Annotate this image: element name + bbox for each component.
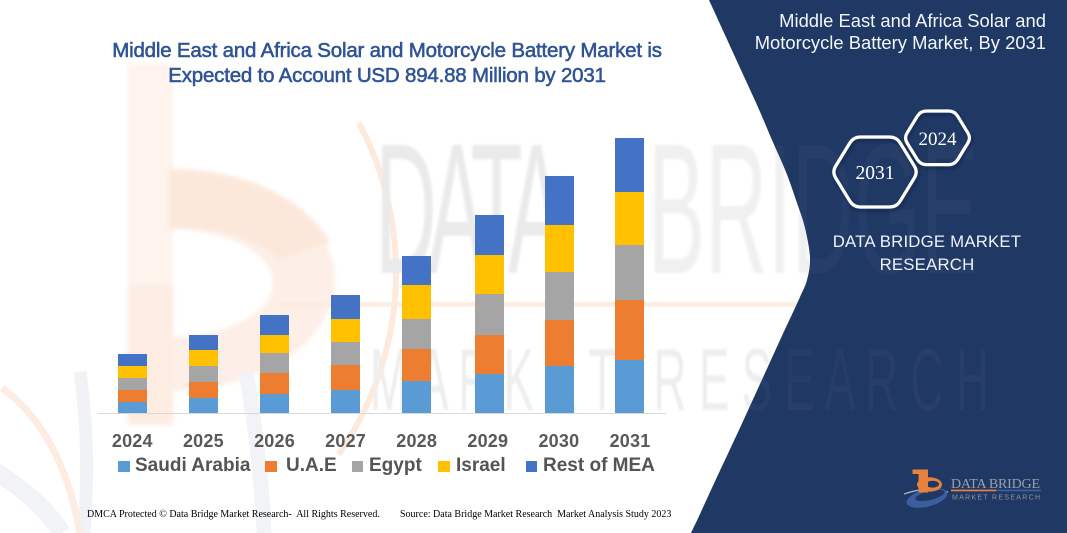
svg-text:2024: 2024 — [919, 129, 958, 150]
svg-text:2031: 2031 — [856, 163, 895, 184]
svg-text:DATA BRIDGE: DATA BRIDGE — [951, 477, 1040, 492]
svg-text:MARKET RESEARCH: MARKET RESEARCH — [952, 495, 1040, 502]
